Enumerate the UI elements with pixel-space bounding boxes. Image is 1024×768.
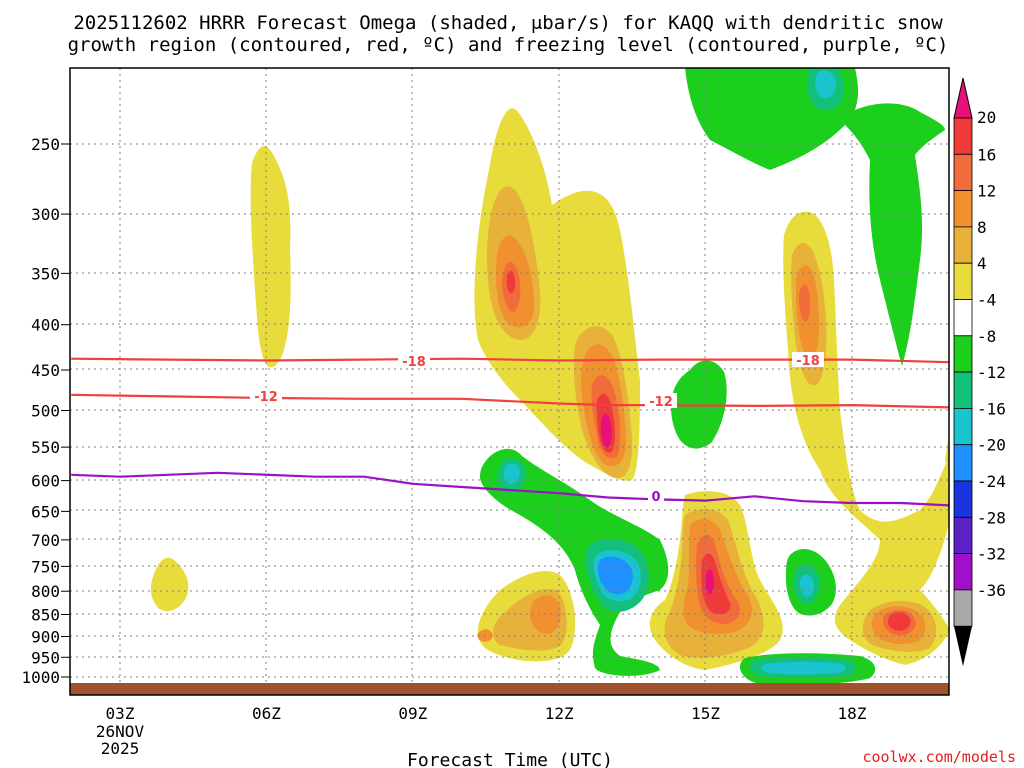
- plot-frame: [69, 67, 950, 696]
- y-tick-label: 850: [31, 606, 60, 625]
- omega-region-downward: [480, 448, 669, 676]
- colorbar-label: -24: [977, 472, 1006, 491]
- colorbar-label: -36: [977, 581, 1006, 600]
- colorbar-bottom-arrow: [954, 626, 972, 667]
- x-tick-label: 12Z: [545, 704, 574, 723]
- chart-grid: [70, 68, 949, 683]
- omega-region-upward: [888, 612, 911, 631]
- omega-region-downward: [761, 661, 846, 675]
- contour-label-dgz12: -12: [254, 390, 278, 405]
- freezing-level-contour: [71, 471, 949, 507]
- omega-region-upward: [705, 569, 715, 595]
- omega-region-downward: [685, 68, 945, 366]
- colorbar-bin: [953, 226, 973, 264]
- colorbar-bin: [953, 444, 973, 482]
- colorbar-label: 4: [977, 254, 987, 273]
- y-tick-label: 250: [31, 135, 60, 154]
- x-tick-label: 03Z: [106, 704, 135, 723]
- contour-label-freezing: 0: [651, 490, 660, 505]
- colorbar-label: -8: [977, 327, 996, 346]
- colorbar-bin: [953, 117, 973, 155]
- omega-shading: [150, 68, 949, 685]
- colorbar-label: -20: [977, 436, 1006, 455]
- y-axis-ticks: 250 300 350 400 450 500 550 600 650 700 750 800 850 9…: [21, 135, 70, 687]
- y-tick-label: 1000: [21, 668, 60, 687]
- y-tick-label: 950: [31, 648, 60, 667]
- omega-region-upward: [701, 553, 731, 615]
- x-tick-year: 2025: [101, 739, 140, 758]
- x-tick-label: 15Z: [691, 704, 720, 723]
- x-axis-label: Forecast Time (UTC): [407, 750, 613, 768]
- x-tick-date: 26NOV: [96, 722, 145, 741]
- colorbar-label: -4: [977, 291, 996, 310]
- colorbar-label: -16: [977, 399, 1006, 418]
- colorbar-label: -28: [977, 508, 1006, 527]
- colorbar-label: -32: [977, 545, 1006, 564]
- y-tick-label: 450: [31, 361, 60, 380]
- credit-text: coolwx.com/models: [862, 748, 1016, 766]
- colorbar-bin: [953, 480, 973, 518]
- contour-label-dgz12: -12: [649, 395, 673, 410]
- colorbar-label: 12: [977, 182, 996, 201]
- x-tick-label: 09Z: [398, 704, 427, 723]
- y-tick-label: 500: [31, 402, 60, 421]
- colorbar-labels: 20 16 12 8 4 -4 -8 -12 -16 -20 -24 -28 -32 -36: [977, 108, 1006, 600]
- omega-region-upward: [530, 595, 561, 634]
- omega-region-upward: [150, 557, 189, 612]
- colorbar-label: 8: [977, 218, 987, 237]
- colorbar-bin: [953, 516, 973, 554]
- omega-region-upward: [945, 434, 949, 468]
- colorbar-bin: [953, 407, 973, 446]
- colorbar-bin: [953, 589, 973, 627]
- ground-strip: [70, 683, 949, 695]
- omega-region-downward: [815, 70, 836, 99]
- x-tick-label: 06Z: [252, 704, 281, 723]
- omega-region-upward: [506, 270, 516, 294]
- colorbar: [953, 77, 973, 667]
- chart-title-line2: growth region (contoured, red, ºC) and f…: [68, 34, 949, 56]
- colorbar-bin: [953, 371, 973, 409]
- y-tick-label: 700: [31, 531, 60, 550]
- y-tick-label: 600: [31, 472, 60, 491]
- contour-labels: -18 -18 -12 -12 0: [250, 352, 824, 505]
- chart-title-line1: 2025112602 HRRR Forecast Omega (shaded, …: [73, 12, 943, 34]
- contour-label-dgz18: -18: [796, 354, 820, 369]
- omega-region-upward: [250, 146, 291, 368]
- colorbar-bin: [953, 153, 973, 192]
- y-tick-label: 650: [31, 502, 60, 521]
- y-tick-label: 750: [31, 557, 60, 576]
- omega-region-downward: [503, 463, 521, 484]
- colorbar-top-arrow: [953, 77, 973, 119]
- omega-region-upward: [601, 413, 612, 448]
- y-tick-label: 350: [31, 264, 60, 283]
- y-tick-label: 800: [31, 582, 60, 601]
- colorbar-bin: [953, 299, 973, 337]
- y-tick-label: 550: [31, 438, 60, 457]
- colorbar-bin: [953, 190, 973, 228]
- colorbar-label: 20: [977, 108, 996, 127]
- colorbar-label: -12: [977, 363, 1006, 382]
- y-tick-label: 300: [31, 205, 60, 224]
- x-tick-label: 18Z: [838, 704, 867, 723]
- colorbar-bin: [953, 553, 973, 591]
- colorbar-bin: [953, 335, 973, 373]
- colorbar-bin: [953, 262, 973, 300]
- contour-label-dgz18: -18: [402, 355, 426, 370]
- omega-region-downward: [597, 556, 633, 595]
- colorbar-label: 16: [977, 145, 996, 164]
- omega-region-upward: [799, 284, 810, 322]
- y-tick-label: 400: [31, 316, 60, 335]
- y-tick-label: 900: [31, 627, 60, 646]
